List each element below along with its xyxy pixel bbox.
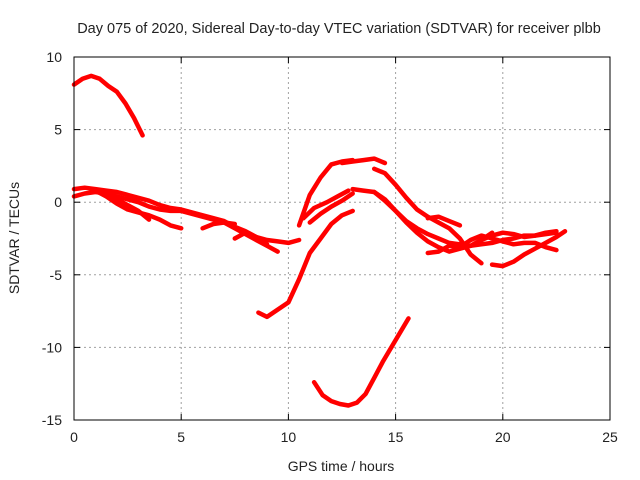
- y-tick-label: 5: [54, 122, 62, 138]
- axis-ticks: 0 5 10 15 20 25 -15 -10 -5 0 5 10: [42, 49, 618, 445]
- series-arc-12: [339, 156, 388, 166]
- x-tick-label: 15: [388, 429, 404, 445]
- series-arc-13: [311, 316, 411, 408]
- x-tick-label: 10: [281, 429, 297, 445]
- y-tick-label: -15: [42, 412, 62, 428]
- series-arc-7: [232, 230, 270, 247]
- series-arc-6: [200, 220, 238, 231]
- series-arc-20: [489, 228, 568, 269]
- x-tick-label: 0: [70, 429, 78, 445]
- y-tick-label: -5: [50, 267, 63, 283]
- series-arc-8: [256, 208, 355, 320]
- x-tick-label: 20: [495, 429, 511, 445]
- plot-frame: [73, 56, 611, 421]
- series-arc-19: [468, 228, 559, 249]
- y-tick-label: 0: [54, 194, 62, 210]
- x-tick-label: 25: [602, 429, 618, 445]
- chart-title: Day 075 of 2020, Sidereal Day-to-day VTE…: [77, 21, 601, 37]
- x-tick-label: 5: [177, 429, 185, 445]
- series-arc-17: [425, 214, 463, 228]
- series-arc-10: [301, 188, 351, 221]
- x-axis-label: GPS time / hours: [288, 458, 395, 474]
- series-arc-18: [425, 233, 559, 256]
- y-tick-label: -10: [42, 339, 62, 355]
- series-arc-3: [71, 189, 280, 254]
- y-tick-label: 10: [46, 49, 62, 65]
- series-arc-1: [71, 73, 145, 138]
- series-arc-5: [103, 192, 152, 222]
- y-axis-label: SDTVAR / TECUs: [6, 182, 22, 294]
- plot-series: [71, 73, 568, 408]
- series-arc-11: [307, 191, 355, 225]
